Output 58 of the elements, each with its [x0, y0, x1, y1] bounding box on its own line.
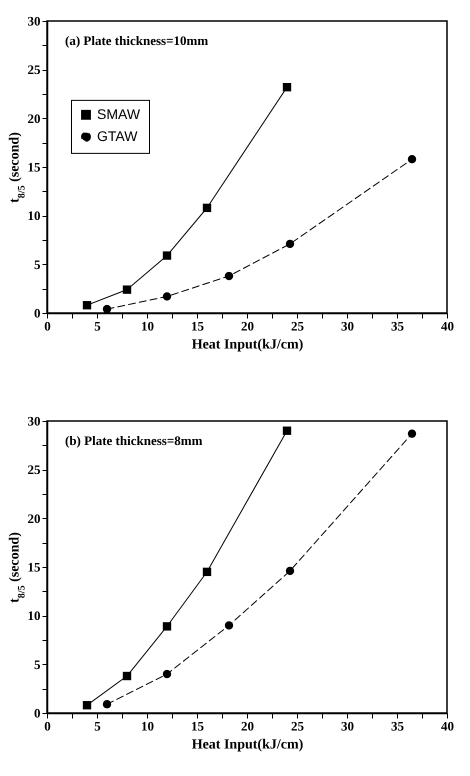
point: [286, 240, 294, 248]
x-tick-label: 35: [391, 318, 404, 334]
x-tick-label: 30: [341, 318, 354, 334]
y-tick-label: 30: [28, 414, 40, 428]
point: [162, 622, 172, 631]
point: [122, 285, 132, 294]
x-tick-label: 20: [241, 318, 254, 334]
y-tick-label: 5: [34, 256, 41, 272]
x-tick-label: 35: [391, 718, 404, 734]
y-tick-label: 15: [28, 560, 41, 574]
x-tick-label: 20: [241, 718, 254, 734]
point: [282, 83, 292, 92]
point: [408, 429, 416, 438]
point: [162, 670, 172, 678]
point: [102, 700, 112, 708]
x-tick-label: 40: [441, 318, 454, 334]
y-tick-label: 30: [28, 14, 40, 28]
point: [408, 155, 416, 164]
y-tick-label: 25: [28, 462, 41, 478]
x-axis-title: Heat Input(kJ/cm): [192, 738, 304, 752]
x-tick-label: 10: [141, 318, 154, 334]
x-tick-label: 15: [191, 318, 204, 334]
x-tick-label: 0: [44, 318, 51, 334]
y-tick-label: 20: [28, 510, 40, 526]
point: [162, 251, 172, 260]
x-tick-label: 0: [44, 718, 51, 734]
x-tick-label: 5: [94, 318, 102, 334]
point: [122, 672, 132, 680]
point: [82, 301, 92, 310]
y-tick-label: 0: [34, 706, 40, 720]
x-tick-label: 40: [441, 718, 454, 734]
annotation: (b) Plate thickness=8mm: [65, 433, 203, 448]
y-tick-label: 5: [34, 656, 41, 672]
point: [282, 426, 292, 435]
y-tick-label: 20: [28, 110, 40, 126]
annotation: (a) Plate thickness=10mm: [65, 33, 208, 48]
point: [82, 701, 92, 710]
point: [286, 566, 294, 576]
x-tick-label: 30: [341, 718, 354, 734]
x-tick-label: 25: [291, 718, 304, 734]
x-tick-label: 15: [191, 718, 204, 734]
y-tick-label: 10: [28, 608, 40, 624]
point: [202, 568, 212, 576]
point: [202, 204, 212, 212]
point: [224, 621, 234, 630]
x-axis-title: Heat Input(kJ/cm): [192, 338, 304, 352]
legend-label: GTAW: [97, 128, 138, 144]
legend-label: SMAW: [97, 106, 141, 122]
x-tick-label: 5: [94, 718, 102, 734]
y-tick-label: 10: [28, 208, 40, 224]
y-tick-label: 0: [34, 306, 40, 320]
y-tick-label: 15: [28, 160, 41, 174]
y-tick-label: 25: [28, 62, 41, 78]
point: [102, 304, 112, 314]
point: [224, 272, 234, 280]
x-tick-label: 10: [141, 718, 154, 734]
point: [162, 292, 172, 301]
x-tick-label: 25: [291, 318, 304, 334]
